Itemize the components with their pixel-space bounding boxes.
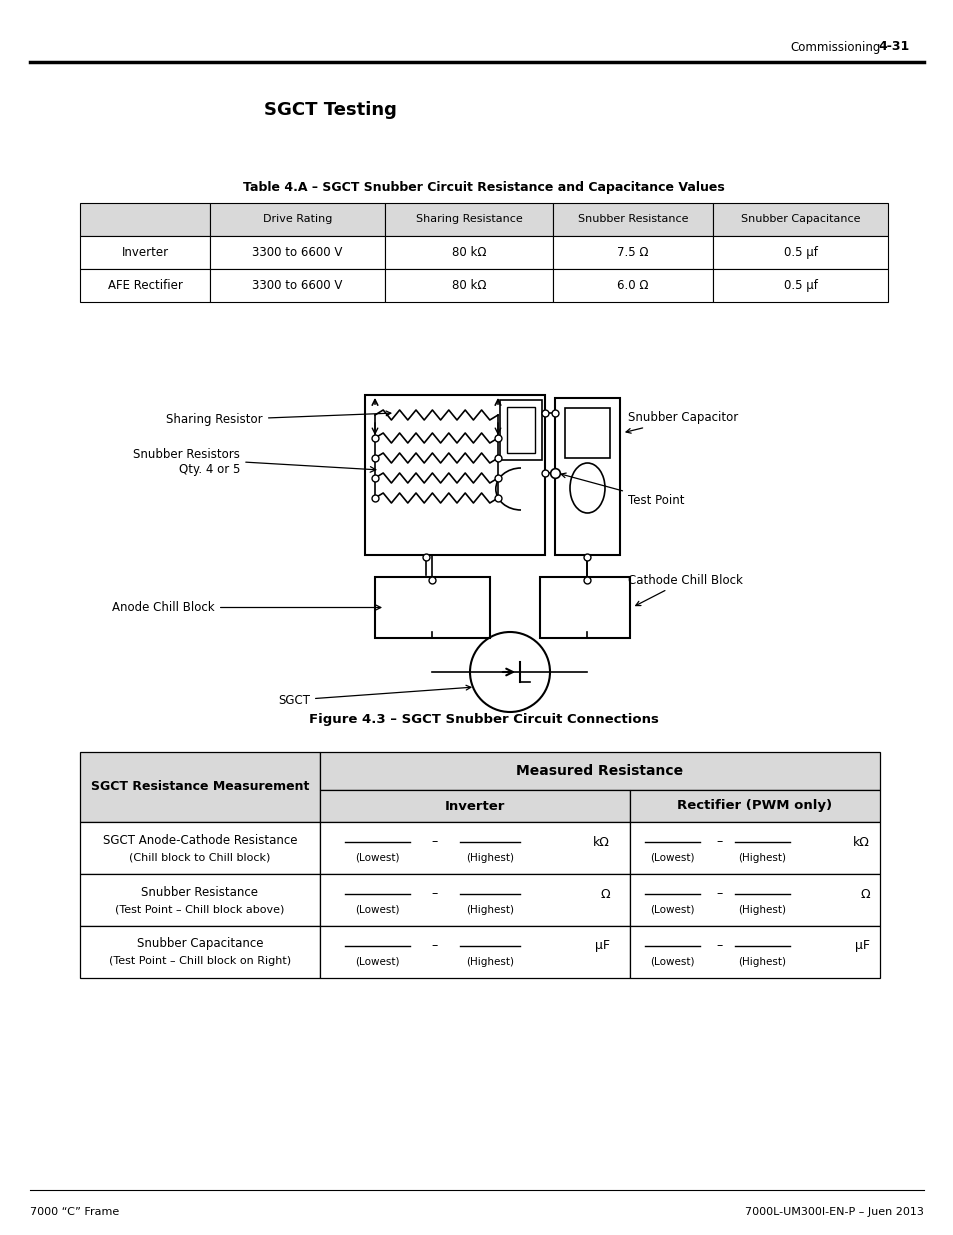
Text: (Lowest): (Lowest) [649, 957, 694, 967]
Text: SGCT: SGCT [277, 685, 471, 706]
Text: μF: μF [854, 940, 869, 952]
Text: (Highest): (Highest) [738, 957, 785, 967]
Bar [80, 203, 210, 236]
Bar [375, 577, 490, 638]
Bar [553, 269, 712, 303]
Text: (Test Point – Chill block on Right): (Test Point – Chill block on Right) [109, 956, 291, 966]
Bar [319, 752, 879, 790]
Bar [564, 408, 609, 458]
Text: Inverter: Inverter [121, 246, 169, 259]
Text: AFE Rectifier: AFE Rectifier [108, 279, 182, 291]
Bar [210, 203, 385, 236]
Bar [555, 398, 619, 555]
Text: (Lowest): (Lowest) [649, 853, 694, 863]
Bar [499, 400, 541, 459]
Bar [80, 823, 319, 874]
Text: Table 4.A – SGCT Snubber Circuit Resistance and Capacitance Values: Table 4.A – SGCT Snubber Circuit Resista… [243, 180, 724, 194]
Text: (Highest): (Highest) [738, 853, 785, 863]
Text: Test Point: Test Point [560, 473, 684, 506]
Text: –: – [716, 888, 722, 900]
Text: –: – [432, 836, 437, 848]
Bar [319, 823, 629, 874]
Bar [210, 236, 385, 269]
Text: 7000 “C” Frame: 7000 “C” Frame [30, 1207, 119, 1216]
Bar [80, 236, 210, 269]
Text: Snubber Capacitance: Snubber Capacitance [740, 215, 860, 225]
Text: (Chill block to Chill block): (Chill block to Chill block) [130, 852, 271, 862]
Bar [319, 790, 629, 823]
Bar [385, 203, 553, 236]
Bar [629, 790, 879, 823]
Text: Drive Rating: Drive Rating [262, 215, 332, 225]
Text: Snubber Resistance: Snubber Resistance [141, 885, 258, 899]
Text: Figure 4.3 – SGCT Snubber Circuit Connections: Figure 4.3 – SGCT Snubber Circuit Connec… [309, 714, 659, 726]
Bar [385, 236, 553, 269]
Text: –: – [716, 836, 722, 848]
Text: Inverter: Inverter [444, 799, 505, 813]
Text: 0.5 μf: 0.5 μf [782, 246, 817, 259]
Bar [319, 926, 629, 978]
Text: Snubber Resistance: Snubber Resistance [578, 215, 687, 225]
Text: (Highest): (Highest) [465, 853, 514, 863]
Text: (Highest): (Highest) [465, 905, 514, 915]
Text: Snubber Capacitor: Snubber Capacitor [625, 411, 738, 433]
Text: (Test Point – Chill block above): (Test Point – Chill block above) [115, 904, 284, 914]
Text: μF: μF [595, 940, 609, 952]
Bar [629, 926, 879, 978]
Bar [365, 395, 544, 555]
Text: (Lowest): (Lowest) [355, 853, 399, 863]
Text: Ω: Ω [599, 888, 609, 900]
Text: –: – [432, 888, 437, 900]
Text: Ω: Ω [860, 888, 869, 900]
Text: (Highest): (Highest) [465, 957, 514, 967]
Bar [80, 926, 319, 978]
Text: –: – [432, 940, 437, 952]
Text: 7000L-UM300I-EN-P – Juen 2013: 7000L-UM300I-EN-P – Juen 2013 [744, 1207, 923, 1216]
Text: Snubber Resistors: Snubber Resistors [133, 448, 240, 462]
Text: kΩ: kΩ [852, 836, 869, 848]
Text: (Lowest): (Lowest) [355, 957, 399, 967]
Bar [319, 874, 629, 926]
Bar [629, 823, 879, 874]
Text: Cathode Chill Block: Cathode Chill Block [627, 573, 742, 605]
Text: 6.0 Ω: 6.0 Ω [617, 279, 648, 291]
Bar [80, 752, 319, 823]
Text: SGCT Anode-Cathode Resistance: SGCT Anode-Cathode Resistance [103, 834, 297, 846]
Text: Commissioning: Commissioning [789, 41, 880, 53]
Text: 3300 to 6600 V: 3300 to 6600 V [252, 246, 342, 259]
Bar [385, 269, 553, 303]
Text: Sharing Resistance: Sharing Resistance [416, 215, 522, 225]
Text: (Lowest): (Lowest) [649, 905, 694, 915]
Text: (Lowest): (Lowest) [355, 905, 399, 915]
Bar [80, 874, 319, 926]
Bar [80, 269, 210, 303]
Bar [712, 269, 887, 303]
Text: Anode Chill Block: Anode Chill Block [112, 601, 380, 614]
Text: 4-31: 4-31 [878, 41, 909, 53]
Text: SGCT Testing: SGCT Testing [263, 101, 396, 119]
Bar [712, 203, 887, 236]
Bar [539, 577, 629, 638]
Text: Qty. 4 or 5: Qty. 4 or 5 [178, 463, 240, 477]
Text: 0.5 μf: 0.5 μf [782, 279, 817, 291]
Text: Snubber Capacitance: Snubber Capacitance [136, 937, 263, 951]
Text: 3300 to 6600 V: 3300 to 6600 V [252, 279, 342, 291]
Text: 7.5 Ω: 7.5 Ω [617, 246, 648, 259]
Text: Rectifier (PWM only): Rectifier (PWM only) [677, 799, 832, 813]
Bar [210, 269, 385, 303]
Text: Measured Resistance: Measured Resistance [516, 764, 683, 778]
Text: 80 kΩ: 80 kΩ [452, 246, 486, 259]
Bar [553, 236, 712, 269]
Text: 80 kΩ: 80 kΩ [452, 279, 486, 291]
Text: SGCT Resistance Measurement: SGCT Resistance Measurement [91, 781, 309, 794]
Bar [506, 408, 535, 453]
Text: kΩ: kΩ [593, 836, 609, 848]
Bar [629, 874, 879, 926]
Bar [553, 203, 712, 236]
Text: –: – [716, 940, 722, 952]
Bar [712, 236, 887, 269]
Text: Sharing Resistor: Sharing Resistor [166, 411, 391, 426]
Text: (Highest): (Highest) [738, 905, 785, 915]
